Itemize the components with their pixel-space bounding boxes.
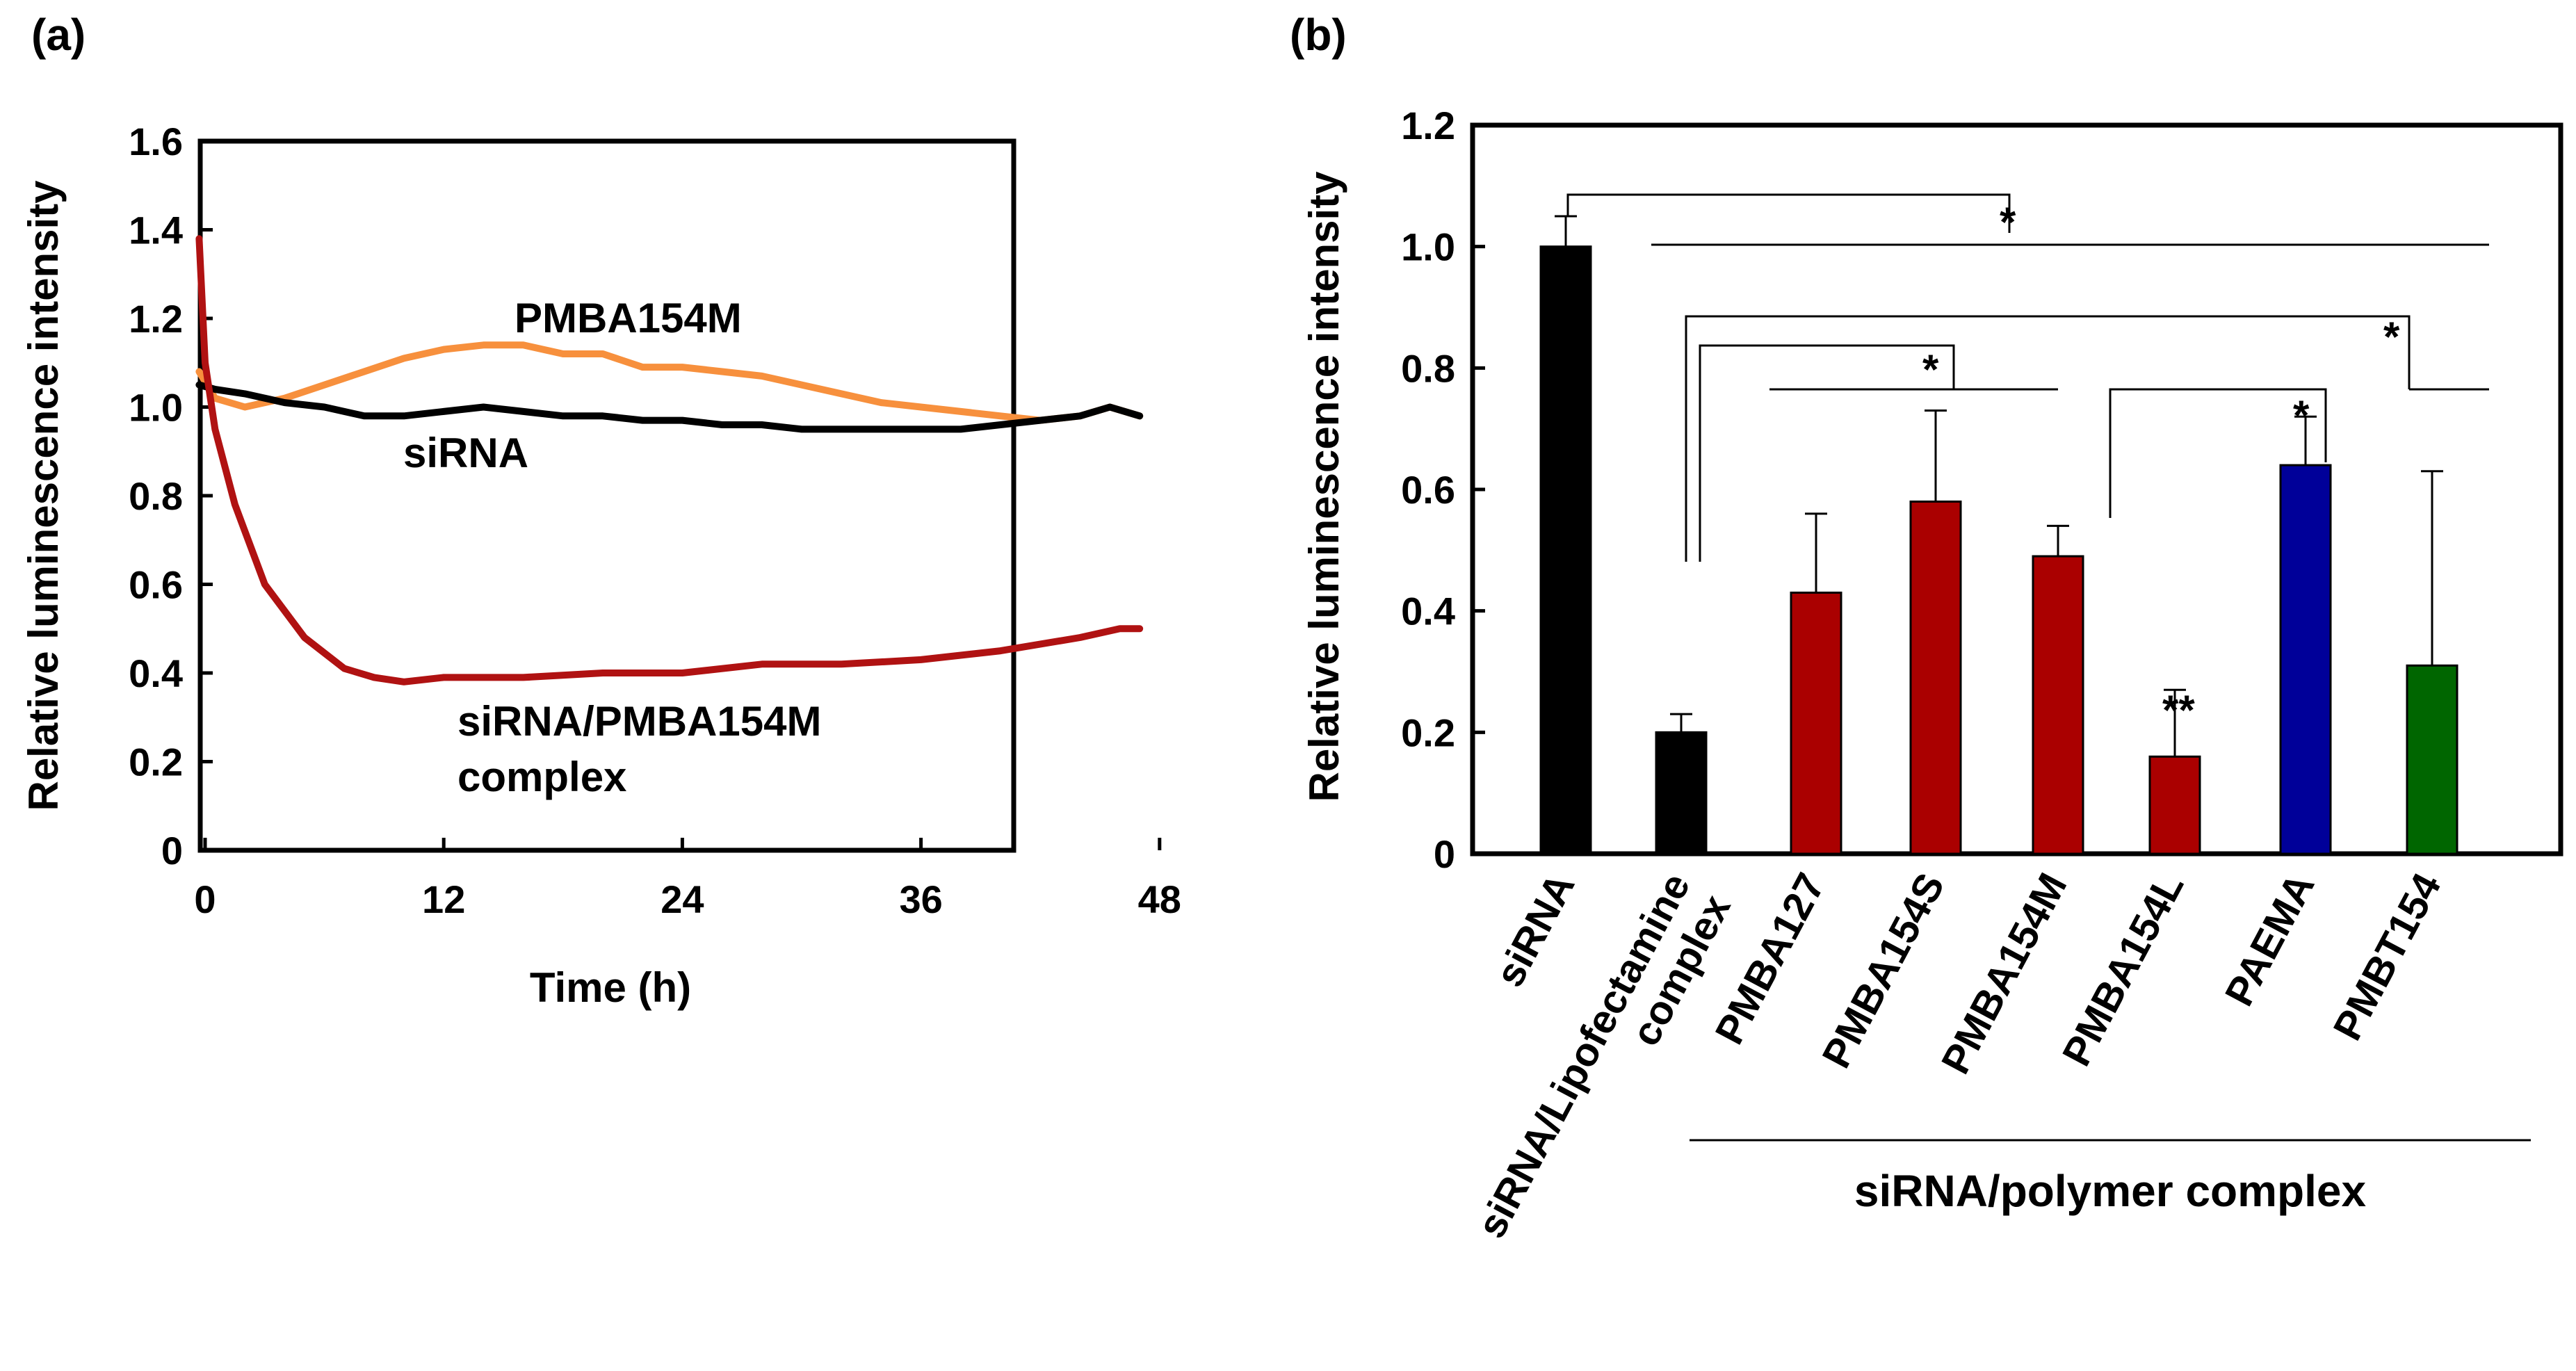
x-tick-label-pmba154m: PMBA154M xyxy=(1933,866,2076,1081)
panel-a-x-tick-label: 36 xyxy=(899,877,942,921)
panel-b-plot-frame xyxy=(1470,122,2563,857)
x-tick-label-pmbt154: PMBT154 xyxy=(2325,866,2450,1048)
panel-a-x-tick-label: 48 xyxy=(1138,877,1181,921)
panel-b-y-ticks: 0 0.2 0.4 0.6 0.8 1.0 1.2 xyxy=(1401,104,1485,876)
significance-star-2: * xyxy=(1922,346,1939,393)
bar-paema xyxy=(2279,464,2332,855)
bar-sirna xyxy=(1539,245,1592,855)
x-tick-label-pmba154l: PMBA154L xyxy=(2054,866,2193,1073)
series-line-pmba154m xyxy=(195,341,1144,424)
panel-a-y-tick-label: 1.2 xyxy=(129,297,183,341)
panel-a-x-ticks: 0 12 24 36 48 xyxy=(194,838,1181,921)
panel-b-y-tick-label: 1.0 xyxy=(1401,225,1455,269)
panel-b-bars xyxy=(1539,215,2458,855)
panel-b-label: (b) xyxy=(1290,10,1347,60)
panel-b-y-tick-label: 0.6 xyxy=(1401,468,1455,512)
panel-a-y-tick-label: 1.0 xyxy=(129,386,183,430)
panel-a-annotation-complex-line1: siRNA/PMBA154M xyxy=(457,698,821,745)
bracket-pmba154m xyxy=(2109,388,2327,518)
bracket-lipofectamine-outer xyxy=(1685,315,2411,562)
bar-pmba127 xyxy=(1790,591,1842,855)
bar-pmba154l xyxy=(2148,755,2201,855)
panel-a-x-axis-label: Time (h) xyxy=(530,964,691,1011)
panel-a-y-axis-label: Relative luminescence intensity xyxy=(20,180,67,811)
bar-pmbt154 xyxy=(2406,664,2458,855)
significance-star-double: ** xyxy=(2162,687,2195,733)
significance-star-3: * xyxy=(2383,314,2400,360)
panel-b-y-axis-label: Relative luminescence intensity xyxy=(1301,171,1347,802)
bracket-sirna xyxy=(1566,193,2011,233)
panel-a-annotation-sirna: siRNA xyxy=(403,430,528,476)
panel-a-y-tick-label: 1.6 xyxy=(129,120,183,163)
panel-b-y-tick-label: 1.2 xyxy=(1401,104,1455,147)
series-line-sirna-pmba154m-complex xyxy=(195,235,1144,686)
panel-b-y-tick-label: 0.2 xyxy=(1401,711,1455,754)
x-tick-label-sirna: siRNA xyxy=(1487,866,1583,994)
bar-pmba154s xyxy=(1909,500,1962,855)
significance-star-4: * xyxy=(2293,392,2310,439)
panel-a: (a) 00.20.40.60.81.01.21.41.6 0 12 24 36 48 … xyxy=(20,10,1181,1011)
bracket-lipofectamine-inner xyxy=(1699,344,1955,562)
panel-b-y-tick-label: 0.4 xyxy=(1401,590,1455,633)
panel-a-y-ticks: 0 0.2 0.4 0.6 0.8 1.0 1.2 1.4 1.6 xyxy=(129,120,213,873)
significance-star-1: * xyxy=(2000,199,2016,245)
x-tick-label-sirna-lipofectamine: siRNA/Lipofectamine xyxy=(1468,866,1699,1246)
panel-a-y-tick-label: 1.4 xyxy=(129,209,183,252)
panel-b-y-tick-label: 0.8 xyxy=(1401,346,1455,390)
group-label: siRNA/polymer complex xyxy=(1854,1166,2367,1216)
x-tick-label-paema: PAEMA xyxy=(2217,866,2324,1014)
bar-pmba154m xyxy=(2032,555,2084,855)
x-tick-label-pmba127: PMBA127 xyxy=(1706,866,1833,1052)
x-tick-label-pmba154s: PMBA154S xyxy=(1813,866,1953,1076)
panel-a-y-tick-label: 0.2 xyxy=(129,740,183,784)
panel-a-annotation-complex-line2: complex xyxy=(457,754,626,800)
panel-a-y-tick-label: 0 xyxy=(161,829,183,873)
panel-a-y-tick-label: 0.4 xyxy=(129,651,183,695)
panel-a-label: (a) xyxy=(31,10,86,60)
panel-a-y-tick-label: 0.6 xyxy=(129,563,183,607)
panel-a-x-tick-label: 0 xyxy=(194,877,216,921)
panel-b-y-tick-label: 0 xyxy=(1434,832,1455,876)
panel-a-annotation-pmba154m: PMBA154M xyxy=(515,295,742,341)
significance-brackets xyxy=(1566,193,2489,562)
panel-b: (b) 0 0.2 0.4 0.6 0.8 1.0 1.2 siRNAsiRNA/Lipof… xyxy=(1290,10,2563,1246)
panel-a-x-tick-label: 12 xyxy=(422,877,465,921)
panel-a-x-tick-label: 24 xyxy=(661,877,704,921)
panel-a-y-tick-label: 0.8 xyxy=(129,474,183,518)
bar-sirna-lipofectamine xyxy=(1655,731,1708,855)
series-line-sirna xyxy=(195,381,1144,433)
panel-a-series xyxy=(195,235,1144,686)
